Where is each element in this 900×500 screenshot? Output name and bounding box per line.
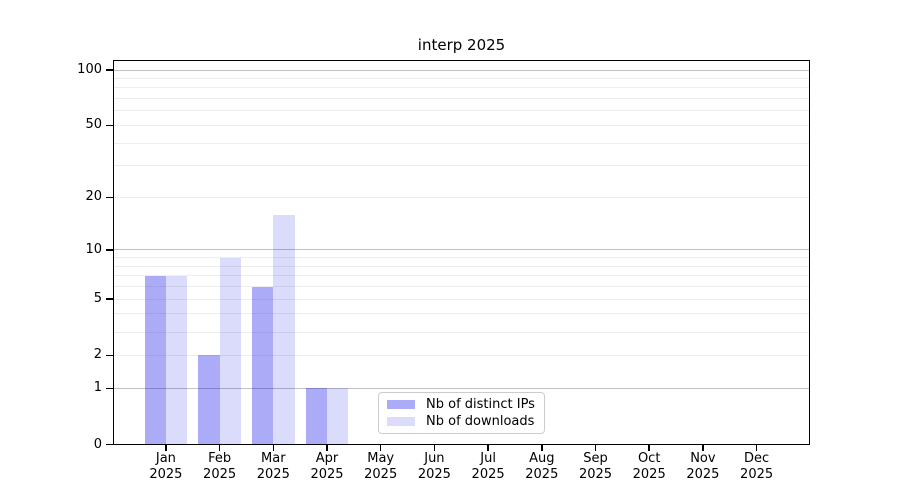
bar-downloads-jan xyxy=(165,275,188,445)
x-tick-label: Jun 2025 xyxy=(417,451,451,482)
y-tick-label: 2 xyxy=(93,347,102,363)
x-tick-mark xyxy=(594,445,597,451)
x-tick-mark xyxy=(218,445,221,451)
legend-swatch-downloads xyxy=(387,416,415,427)
y-tick-mark xyxy=(106,69,113,71)
y-gridline-major xyxy=(113,249,810,251)
x-tick-mark xyxy=(272,445,275,451)
bar-downloads-feb xyxy=(219,257,241,445)
x-tick-mark xyxy=(326,445,328,451)
x-tick-label: Feb 2025 xyxy=(203,451,237,482)
y-gridline-minor xyxy=(113,275,810,277)
bar-distinct-ips-apr xyxy=(305,388,327,445)
y-gridline-minor xyxy=(113,354,810,356)
x-tick-label: May 2025 xyxy=(364,451,398,482)
x-tick-mark xyxy=(702,445,704,451)
y-tick-mark xyxy=(106,249,113,251)
bar-downloads-mar xyxy=(273,214,295,445)
y-tick-label: 50 xyxy=(85,117,102,133)
y-tick-mark xyxy=(106,354,113,357)
legend-item-downloads: Nb of downloads xyxy=(387,414,536,429)
bar-distinct-ips-mar xyxy=(251,286,274,445)
x-tick-label: Mar 2025 xyxy=(256,451,290,482)
y-gridline-minor xyxy=(113,77,810,79)
x-tick-label: Sep 2025 xyxy=(578,451,613,482)
y-gridline-minor xyxy=(113,313,810,315)
y-gridline-minor xyxy=(113,298,810,300)
x-tick-label: Oct 2025 xyxy=(632,451,666,482)
y-tick-mark xyxy=(106,387,113,389)
x-tick-mark xyxy=(648,445,650,451)
x-tick-label: Jan 2025 xyxy=(149,451,183,482)
y-gridline-minor xyxy=(113,265,810,267)
x-tick-mark xyxy=(165,445,167,451)
y-tick-label: 100 xyxy=(77,62,102,77)
chart-title: interp 2025 xyxy=(417,36,506,54)
y-tick-mark xyxy=(106,443,113,446)
legend-label-downloads: Nb of downloads xyxy=(426,414,535,429)
y-gridline-major xyxy=(113,387,810,389)
bar-distinct-ips-jan xyxy=(144,275,166,445)
legend-swatch-distinct-ips xyxy=(387,399,415,410)
bar-downloads-apr xyxy=(327,388,349,445)
x-tick-label: Dec 2025 xyxy=(740,451,774,482)
legend-item-distinct-ips: Nb of distinct IPs xyxy=(387,397,536,412)
y-tick-mark xyxy=(106,298,113,300)
y-gridline-minor xyxy=(113,87,810,89)
y-gridline-minor xyxy=(113,142,810,144)
y-gridline-minor xyxy=(113,124,810,126)
legend: Nb of distinct IPs Nb of downloads xyxy=(378,392,545,434)
y-gridline-minor xyxy=(113,110,810,112)
x-tick-mark xyxy=(487,445,489,451)
x-tick-mark xyxy=(755,445,758,451)
legend-label-distinct-ips: Nb of distinct IPs xyxy=(426,397,535,412)
y-gridline-minor xyxy=(113,196,810,198)
y-gridline-minor xyxy=(113,165,810,167)
y-gridline-major xyxy=(113,69,810,71)
y-tick-label: 0 xyxy=(93,436,102,452)
x-tick-mark xyxy=(541,445,543,451)
x-tick-label: Apr 2025 xyxy=(310,451,344,482)
y-tick-label: 1 xyxy=(93,380,102,396)
y-gridline-minor xyxy=(113,257,810,259)
y-tick-label: 10 xyxy=(85,241,102,257)
y-gridline-minor xyxy=(113,331,810,333)
y-tick-mark xyxy=(106,196,113,199)
y-tick-label: 5 xyxy=(93,291,102,307)
y-tick-mark xyxy=(106,124,113,127)
x-tick-label: Jul 2025 xyxy=(471,451,505,482)
plot-area xyxy=(113,60,810,445)
y-tick-label: 20 xyxy=(85,189,102,205)
x-tick-mark xyxy=(433,445,436,451)
y-gridline-minor xyxy=(113,286,810,288)
bar-distinct-ips-feb xyxy=(198,355,220,445)
x-tick-mark xyxy=(379,445,382,451)
x-tick-label: Nov 2025 xyxy=(686,451,720,482)
x-tick-label: Aug 2025 xyxy=(525,451,559,482)
y-gridline-minor xyxy=(113,98,810,100)
